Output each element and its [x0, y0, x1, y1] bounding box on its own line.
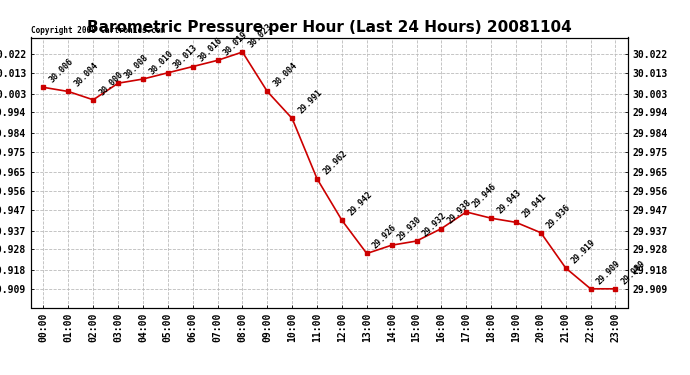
- Text: 29.991: 29.991: [296, 88, 324, 116]
- Text: 29.962: 29.962: [322, 148, 348, 176]
- Text: 29.909: 29.909: [620, 258, 647, 286]
- Text: 29.938: 29.938: [446, 198, 473, 226]
- Text: 29.919: 29.919: [570, 238, 598, 265]
- Text: 30.006: 30.006: [48, 57, 75, 85]
- Text: 29.936: 29.936: [545, 202, 573, 230]
- Text: 29.946: 29.946: [471, 182, 498, 209]
- Text: 30.016: 30.016: [197, 36, 224, 64]
- Text: 30.004: 30.004: [72, 61, 100, 89]
- Text: 29.941: 29.941: [520, 192, 548, 220]
- Text: 30.023: 30.023: [246, 22, 274, 49]
- Title: Barometric Pressure per Hour (Last 24 Hours) 20081104: Barometric Pressure per Hour (Last 24 Ho…: [87, 20, 572, 35]
- Text: 29.942: 29.942: [346, 190, 374, 217]
- Text: 30.004: 30.004: [271, 61, 299, 89]
- Text: 29.926: 29.926: [371, 223, 399, 251]
- Text: 29.943: 29.943: [495, 188, 523, 215]
- Text: 29.930: 29.930: [396, 215, 424, 242]
- Text: 30.000: 30.000: [97, 69, 125, 97]
- Text: Copyright 2008 Cartronics.com: Copyright 2008 Cartronics.com: [31, 26, 165, 35]
- Text: 29.909: 29.909: [595, 258, 622, 286]
- Text: 30.008: 30.008: [122, 53, 150, 80]
- Text: 29.932: 29.932: [421, 211, 448, 238]
- Text: 30.019: 30.019: [221, 30, 249, 58]
- Text: 30.010: 30.010: [147, 49, 175, 76]
- Text: 30.013: 30.013: [172, 42, 199, 70]
